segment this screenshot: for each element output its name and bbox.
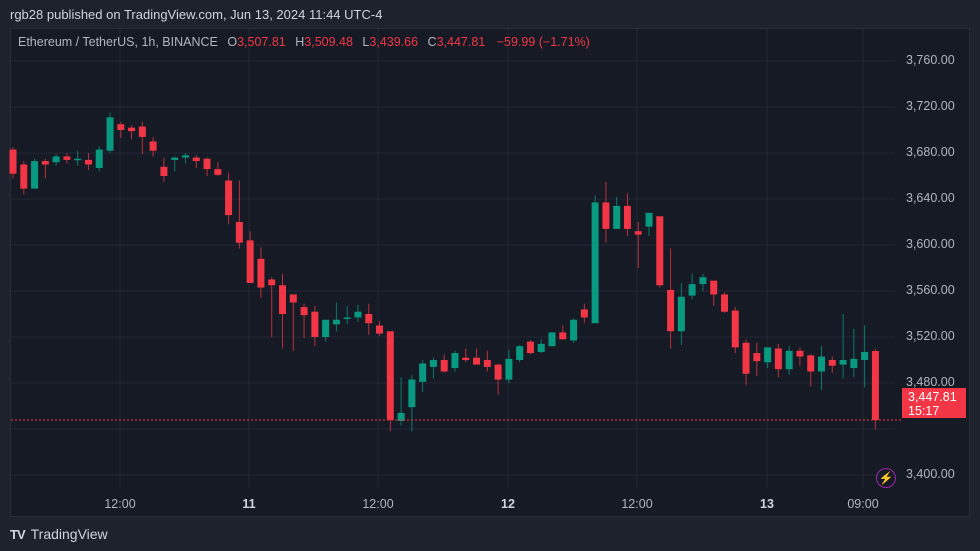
time-tick-label: 13: [760, 497, 774, 511]
time-tick-label: 12: [501, 497, 515, 511]
time-tick-label: 12:00: [104, 497, 136, 511]
last-price-tag: 3,447.81 15:17: [902, 388, 966, 418]
published-caption: rgb28 published on TradingView.com, Jun …: [10, 7, 383, 22]
low-value: 3,439.66: [369, 35, 419, 49]
time-tick-label: 12:00: [621, 497, 653, 511]
price-tick-label: 3,520.00: [906, 329, 955, 343]
time-tick-label: 09:00: [847, 497, 879, 511]
price-tick-label: 3,560.00: [906, 283, 955, 297]
time-tick-label: 12:00: [362, 497, 394, 511]
close-value: 3,447.81: [436, 35, 486, 49]
time-tick-label: 11: [242, 497, 256, 511]
price-tick-label: 3,760.00: [906, 53, 955, 67]
price-tick-label: 3,720.00: [906, 99, 955, 113]
flash-icon[interactable]: ⚡: [876, 468, 896, 488]
price-tick-label: 3,600.00: [906, 237, 955, 251]
last-price-value: 3,447.81: [908, 390, 957, 404]
low-label: L: [362, 35, 370, 49]
bar-countdown: 15:17: [908, 404, 940, 418]
high-value: 3,509.48: [304, 35, 353, 49]
brand-name: TradingView: [30, 526, 108, 542]
price-tick-label: 3,680.00: [906, 145, 955, 159]
chart-panel[interactable]: [10, 28, 970, 517]
tradingview-logo-icon: TV: [10, 526, 26, 542]
close-label: C: [427, 35, 437, 49]
footer-branding: TV TradingView: [10, 526, 108, 542]
price-tick-label: 3,640.00: [906, 191, 955, 205]
price-tick-label: 3,480.00: [906, 375, 955, 389]
open-label: O: [227, 35, 238, 49]
price-tick-label: 3,400.00: [906, 467, 955, 481]
symbol-title[interactable]: Ethereum / TetherUS, 1h, BINANCE: [18, 35, 218, 49]
high-label: H: [295, 35, 305, 49]
symbol-legend: Ethereum / TetherUS, 1h, BINANCE O3,507.…: [18, 35, 590, 49]
change-value: −59.99 (−1.71%): [496, 35, 590, 49]
open-value: 3,507.81: [237, 35, 286, 49]
